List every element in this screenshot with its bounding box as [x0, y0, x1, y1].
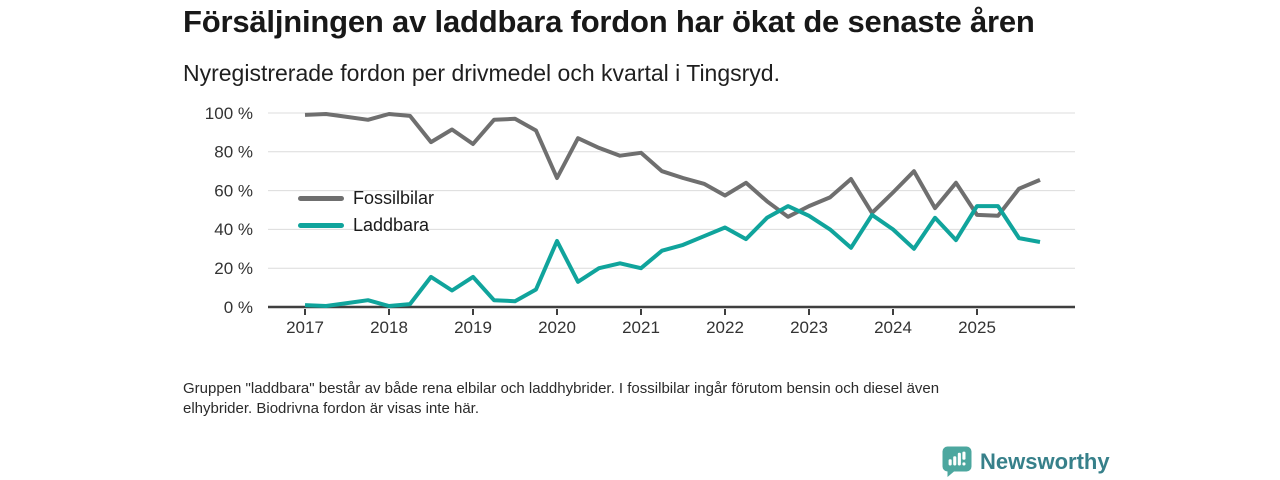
x-tick-label-2018: 2018: [370, 318, 408, 337]
x-tick-label-2020: 2020: [538, 318, 576, 337]
y-tick-label-0: 0 %: [224, 298, 253, 317]
x-tick-label-2022: 2022: [706, 318, 744, 337]
y-tick-label-100: 100 %: [205, 104, 253, 123]
newsworthy-logo[interactable]: Newsworthy: [942, 446, 1110, 477]
x-tick-label-2019: 2019: [454, 318, 492, 337]
y-tick-label-20: 20 %: [214, 259, 253, 278]
legend-swatch-laddbara: [298, 223, 344, 228]
footnote-line-2: elhybrider. Biodrivna fordon är visas in…: [183, 400, 479, 417]
x-tick-label-2024: 2024: [874, 318, 912, 337]
legend-item-laddbara: Laddbara: [298, 212, 434, 239]
chart-legend: Fossilbilar Laddbara: [298, 185, 434, 239]
legend-swatch-fossilbilar: [298, 196, 344, 201]
bar-chart-speech-bubble-icon: [942, 446, 972, 477]
chart-title: Försäljningen av laddbara fordon har öka…: [183, 4, 1035, 39]
series-line-fossilbilar: [304, 112, 1041, 219]
chart-area: 0 % 20 % 40 % 60 % 80 % 100 % 2017 2018 2019 2020…: [180, 100, 1160, 350]
chart-subtitle: Nyregistrerade fordon per drivmedel och …: [183, 60, 780, 86]
y-tick-label-80: 80 %: [214, 143, 253, 162]
x-tick-label-2023: 2023: [790, 318, 828, 337]
y-tick-label-60: 60 %: [214, 181, 253, 200]
x-tick-label-2025: 2025: [958, 318, 996, 337]
footnote-line-1: Gruppen "laddbara" består av både rena e…: [183, 380, 940, 397]
newsworthy-wordmark: Newsworthy: [980, 448, 1110, 474]
x-tick-label-2017: 2017: [286, 318, 324, 337]
y-tick-label-40: 40 %: [214, 220, 253, 239]
legend-label-laddbara: Laddbara: [353, 215, 430, 235]
legend-label-fossilbilar: Fossilbilar: [353, 188, 435, 208]
line-chart-svg: 0 % 20 % 40 % 60 % 80 % 100 % 2017 2018 2019 2020…: [205, 104, 1075, 337]
series-line-laddbara: [304, 204, 1041, 308]
legend-item-fossilbilar: Fossilbilar: [298, 185, 434, 212]
x-tick-label-2021: 2021: [622, 318, 660, 337]
chart-footnote: Gruppen "laddbara" består av både rena e…: [183, 379, 939, 419]
